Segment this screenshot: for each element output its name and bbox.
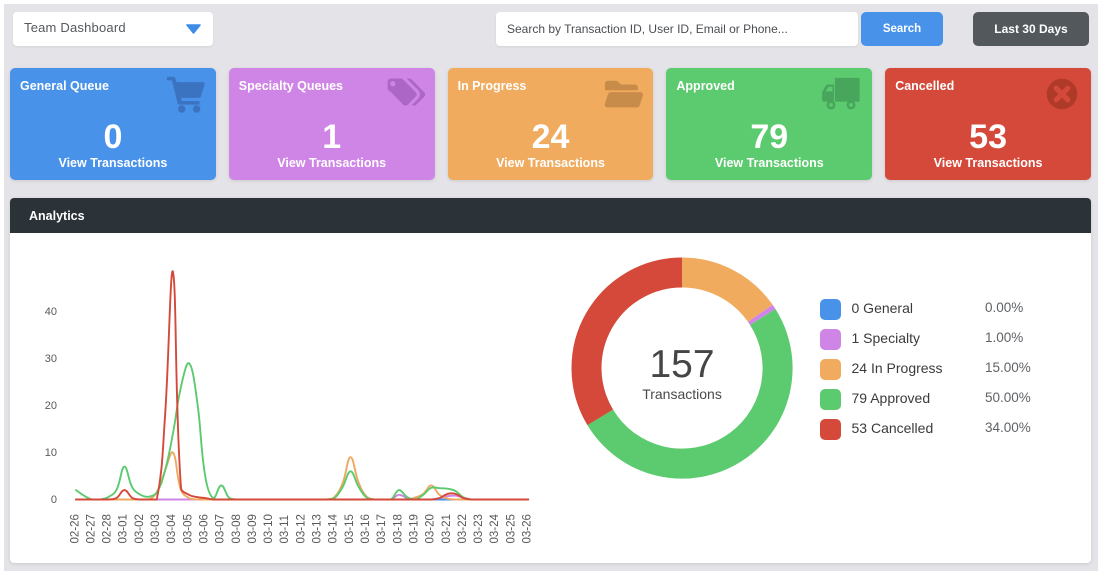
svg-text:03-08: 03-08 <box>231 514 243 543</box>
svg-text:03-19: 03-19 <box>408 514 420 543</box>
svg-text:03-23: 03-23 <box>473 514 485 543</box>
svg-text:03-05: 03-05 <box>182 514 194 543</box>
svg-text:03-17: 03-17 <box>376 514 388 543</box>
svg-text:10: 10 <box>45 447 57 459</box>
svg-text:Transactions: Transactions <box>642 386 722 402</box>
svg-text:03-09: 03-09 <box>247 514 259 543</box>
svg-text:03-10: 03-10 <box>263 514 275 543</box>
svg-text:30: 30 <box>45 353 57 365</box>
svg-text:03-14: 03-14 <box>328 513 340 543</box>
svg-text:40: 40 <box>45 306 57 318</box>
svg-text:0: 0 <box>51 494 57 506</box>
svg-text:157: 157 <box>649 343 714 386</box>
svg-text:03-04: 03-04 <box>166 513 178 543</box>
svg-text:03-06: 03-06 <box>199 514 211 543</box>
svg-text:20: 20 <box>45 400 57 412</box>
svg-text:03-01: 03-01 <box>118 514 130 543</box>
svg-text:03-02: 03-02 <box>134 514 146 543</box>
svg-text:03-11: 03-11 <box>279 515 291 544</box>
svg-text:03-13: 03-13 <box>312 514 324 543</box>
svg-text:03-16: 03-16 <box>360 514 372 543</box>
svg-text:03-26: 03-26 <box>522 514 534 543</box>
svg-text:03-21: 03-21 <box>441 514 453 543</box>
svg-text:02-28: 02-28 <box>102 514 114 543</box>
svg-text:03-18: 03-18 <box>392 514 404 543</box>
svg-text:03-07: 03-07 <box>215 514 227 543</box>
svg-text:02-26: 02-26 <box>69 514 81 543</box>
svg-text:03-15: 03-15 <box>344 514 356 543</box>
svg-text:03-20: 03-20 <box>425 514 437 543</box>
svg-text:02-27: 02-27 <box>86 514 98 543</box>
svg-text:03-03: 03-03 <box>150 514 162 543</box>
svg-text:03-12: 03-12 <box>295 514 307 543</box>
svg-text:03-22: 03-22 <box>457 514 469 543</box>
svg-text:03-24: 03-24 <box>489 513 501 543</box>
svg-text:03-25: 03-25 <box>505 514 517 543</box>
